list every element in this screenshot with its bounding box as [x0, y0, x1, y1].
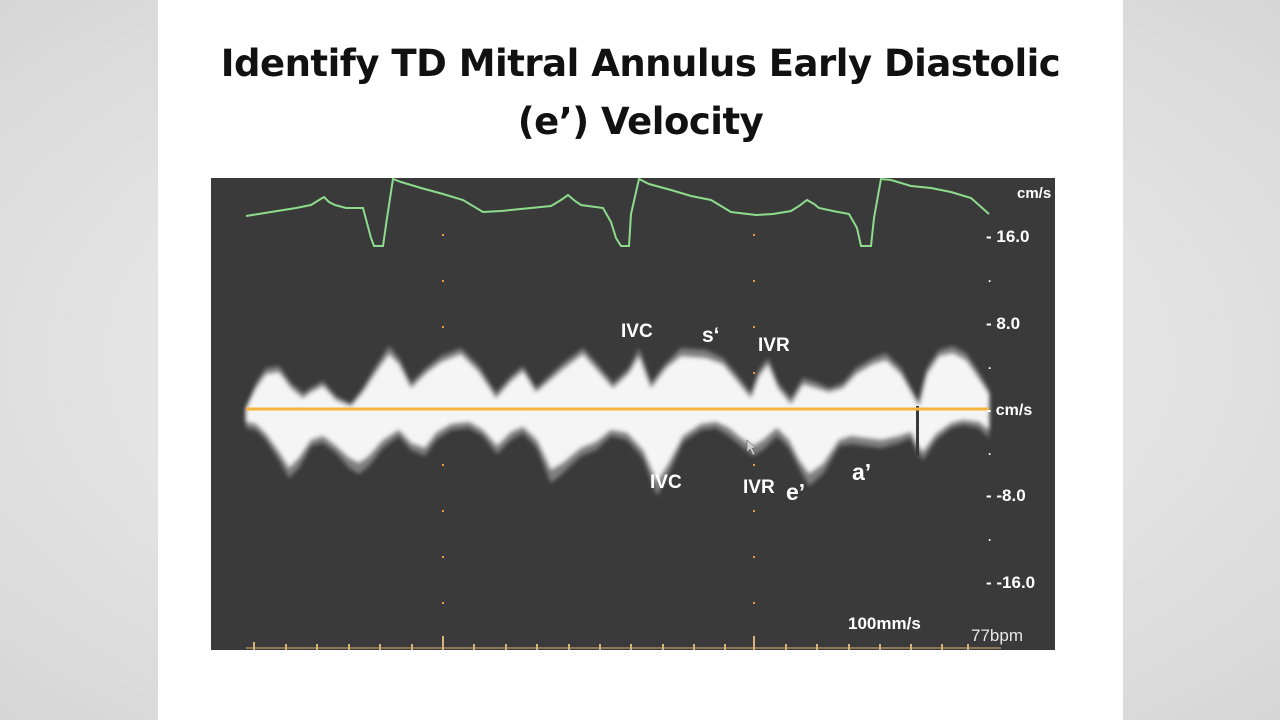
scale-tick-16: - 16.0 [986, 227, 1029, 246]
title-line-2: (e’) Velocity [517, 100, 764, 143]
time-ruler-ticks [253, 636, 969, 650]
slide-title: Identify TD Mitral Annulus Early Diastol… [158, 35, 1123, 151]
scale-minor-tick: · [988, 274, 992, 288]
label-e-prime: e’ [786, 479, 805, 505]
scale-unit-top: cm/s [1017, 185, 1051, 202]
label-ivc-bottom: IVC [650, 472, 682, 493]
scale-tick-8: - 8.0 [986, 314, 1020, 333]
scale-minor-tick: · [988, 447, 992, 461]
ecg-trace [245, 178, 990, 247]
label-ivc-top: IVC [621, 321, 653, 342]
title-line-1: Identify TD Mitral Annulus Early Diastol… [220, 42, 1061, 85]
sweep-speed-label: 100mm/s [848, 614, 921, 633]
label-s-prime: s‘ [702, 324, 720, 347]
label-ivr-bottom: IVR [743, 477, 775, 498]
tissue-doppler-image: cm/s - 16.0 · - 8.0 · - cm/s · - -8.0 · … [211, 178, 1055, 650]
scale-zero-label: - cm/s [986, 402, 1032, 419]
heart-rate-label: 77bpm [971, 626, 1023, 645]
scale-minor-tick: · [988, 361, 992, 375]
cursor-arrow-icon [746, 439, 757, 456]
scale-minor-tick: · [988, 533, 992, 547]
scale-tick-neg16: - -16.0 [986, 573, 1035, 592]
signal-gap [916, 406, 919, 456]
label-ivr-top: IVR [758, 335, 790, 356]
waveform-annotations: IVC s‘ IVR IVC IVR e’ a’ [621, 321, 871, 505]
doppler-svg: cm/s - 16.0 · - 8.0 · - cm/s · - -8.0 · … [245, 178, 1051, 650]
doppler-signal [246, 346, 989, 496]
label-a-prime: a’ [852, 459, 871, 485]
scale-tick-neg8: - -8.0 [986, 486, 1026, 505]
velocity-scale: cm/s - 16.0 · - 8.0 · - cm/s · - -8.0 · … [986, 185, 1051, 592]
